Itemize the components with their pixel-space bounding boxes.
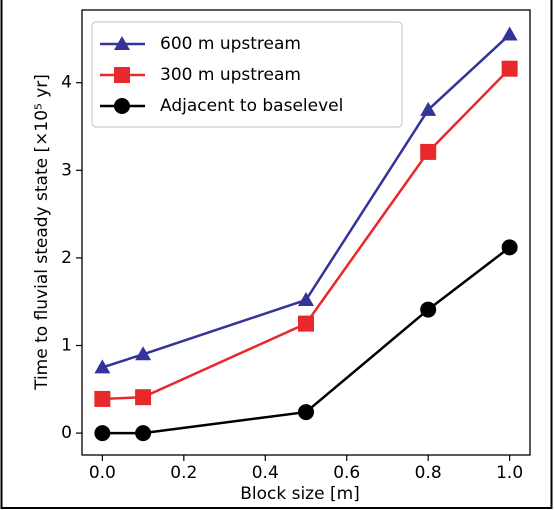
marker xyxy=(420,101,437,116)
plot-frame xyxy=(81,9,531,456)
marker xyxy=(501,239,518,256)
x-tick-label: 0.4 xyxy=(252,463,279,483)
x-tick-label: 0.0 xyxy=(89,463,116,483)
marker xyxy=(298,291,314,306)
legend-label: 300 m upstream xyxy=(160,65,301,85)
x-tick-label: 0.8 xyxy=(415,463,442,483)
y-tick-label: 2 xyxy=(61,248,72,268)
marker xyxy=(135,346,152,361)
x-tick-label: 0.2 xyxy=(170,463,197,483)
x-tick-label: 1.0 xyxy=(496,463,523,483)
y-tick-label: 0 xyxy=(61,423,72,443)
legend-marker xyxy=(114,67,130,83)
legend-marker xyxy=(114,36,130,50)
y-tick-label: 4 xyxy=(61,73,72,93)
x-axis-label: Block size [m] xyxy=(240,484,360,504)
y-tick-label: 3 xyxy=(61,160,72,180)
legend-box xyxy=(91,21,403,128)
marker xyxy=(298,404,314,421)
marker xyxy=(420,301,437,318)
y-axis-label: Time to fluvial steady state [×10⁵ yr] xyxy=(32,74,52,391)
marker xyxy=(501,60,518,77)
marker xyxy=(135,389,152,406)
marker xyxy=(135,425,152,442)
marker xyxy=(501,26,518,41)
marker xyxy=(420,143,437,160)
legend-marker xyxy=(114,98,130,114)
x-tick-label: 0.6 xyxy=(333,463,360,483)
marker xyxy=(94,390,111,407)
legend-label: 600 m upstream xyxy=(160,34,301,54)
marker xyxy=(94,425,111,442)
marker xyxy=(298,315,314,332)
y-tick-label: 1 xyxy=(61,336,72,356)
legend-label: Adjacent to baselevel xyxy=(160,96,343,116)
marker xyxy=(94,359,111,374)
